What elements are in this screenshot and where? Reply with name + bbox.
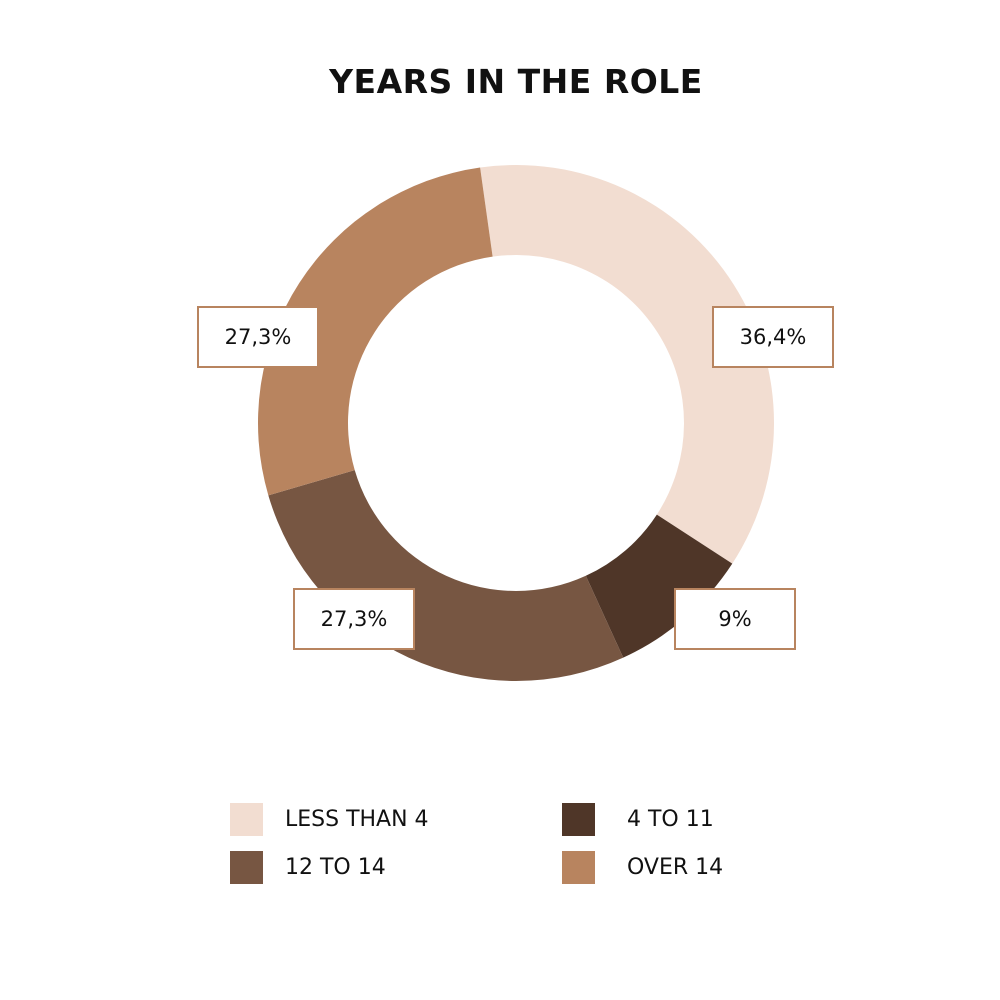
donut-slice-12-to-14 — [268, 470, 624, 681]
legend-label: LESS THAN 4 — [285, 806, 429, 832]
legend-swatch — [230, 802, 263, 836]
data-label-12-to-14: 27,3% — [293, 588, 415, 650]
legend-label: OVER 14 — [627, 854, 724, 880]
legend-item-over-14: OVER 14 — [562, 850, 723, 884]
chart-title: YEARS IN THE ROLE — [329, 62, 703, 101]
data-label-4-to-11: 9% — [674, 588, 796, 650]
legend-swatch — [562, 802, 595, 836]
legend-label: 12 TO 14 — [285, 854, 386, 880]
legend-swatch — [562, 850, 595, 884]
legend-item-less-than-4: LESS THAN 4 — [230, 802, 429, 836]
legend-item-12-to-14: 12 TO 14 — [230, 850, 386, 884]
donut-slice-less-than-4 — [480, 164, 775, 564]
legend-swatch — [230, 850, 263, 884]
data-label-less-than-4: 36,4% — [712, 306, 834, 368]
legend-label: 4 TO 11 — [627, 806, 714, 832]
data-label-over-14: 27,3% — [197, 306, 319, 368]
donut-slice-over-14 — [258, 167, 493, 496]
donut-slice-4-to-11 — [585, 514, 733, 658]
legend-item-4-to-11: 4 TO 11 — [562, 802, 714, 836]
